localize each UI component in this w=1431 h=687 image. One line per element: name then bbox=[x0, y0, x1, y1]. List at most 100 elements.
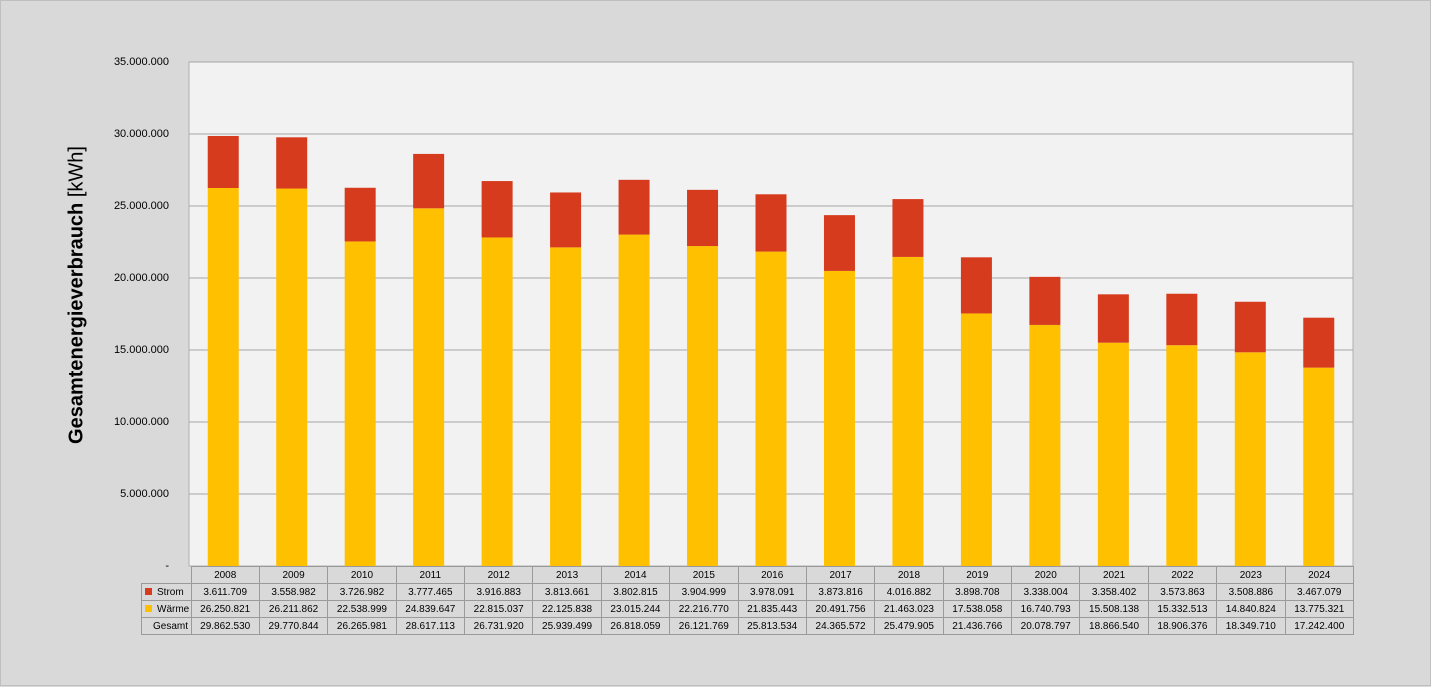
y-axis-label-main: Gesamtenergieverbrauch bbox=[65, 202, 88, 444]
bar-waerme-2023 bbox=[1234, 352, 1266, 566]
bar-strom-2013 bbox=[550, 192, 582, 248]
x-tick-label: 2019 bbox=[942, 566, 1013, 584]
bar-waerme-2009 bbox=[276, 188, 308, 566]
bar-strom-2008 bbox=[207, 135, 239, 188]
x-tick-label: 2008 bbox=[190, 566, 260, 584]
data-label: 26.731.920 bbox=[463, 617, 534, 635]
legend-label: Strom bbox=[157, 586, 184, 598]
data-label: 3.898.708 bbox=[942, 583, 1013, 601]
bar-strom-2022 bbox=[1166, 293, 1198, 346]
data-label: 3.726.982 bbox=[327, 583, 397, 601]
data-label: 21.436.766 bbox=[942, 617, 1013, 635]
bar-waerme-2018 bbox=[892, 256, 924, 566]
legend-swatch bbox=[145, 588, 152, 596]
x-tick-label: 2018 bbox=[874, 566, 944, 584]
bar-waerme-2010 bbox=[344, 241, 376, 566]
legend-label: Wärme bbox=[157, 603, 190, 615]
data-label: 3.904.999 bbox=[669, 583, 739, 601]
data-label: 21.835.443 bbox=[737, 600, 807, 618]
x-tick-label: 2022 bbox=[1147, 566, 1218, 584]
bar-strom-2020 bbox=[1029, 276, 1061, 325]
data-label: 26.250.821 bbox=[190, 600, 260, 618]
table-row-strom: Strom 3.611.709 3.558.982 3.726.982 3.777.46… bbox=[141, 583, 1354, 601]
bar-strom-2015 bbox=[687, 189, 719, 247]
bar-strom-2016 bbox=[755, 194, 787, 252]
data-label: 3.467.079 bbox=[1284, 583, 1354, 601]
data-label: 3.873.816 bbox=[805, 583, 876, 601]
bar-waerme-2019 bbox=[960, 313, 992, 566]
bar-waerme-2021 bbox=[1097, 342, 1129, 566]
data-label: 17.538.058 bbox=[942, 600, 1013, 618]
x-tick-label: 2014 bbox=[600, 566, 671, 584]
data-label: 3.558.982 bbox=[258, 583, 329, 601]
data-label: 26.265.981 bbox=[327, 617, 397, 635]
y-tick-label: 10.000.000 bbox=[113, 416, 169, 428]
bar-waerme-2012 bbox=[481, 237, 513, 566]
table-row-gesamt: Gesamt 29.862.530 29.770.844 26.265.981 28.6… bbox=[141, 617, 1354, 635]
data-label: 17.242.400 bbox=[1284, 617, 1354, 635]
data-label: 16.740.793 bbox=[1010, 600, 1081, 618]
data-label: 3.802.815 bbox=[600, 583, 671, 601]
data-label: 3.338.004 bbox=[1010, 583, 1081, 601]
data-label: 3.611.709 bbox=[190, 583, 260, 601]
total-label: Gesamt bbox=[141, 617, 192, 635]
data-label: 14.840.824 bbox=[1216, 600, 1286, 618]
bar-strom-2021 bbox=[1097, 294, 1129, 343]
legend-entry: Strom bbox=[141, 583, 192, 601]
y-tick-label: - bbox=[165, 560, 169, 572]
data-label: 18.866.540 bbox=[1079, 617, 1149, 635]
x-tick-label: 2023 bbox=[1216, 566, 1286, 584]
data-label: 24.365.572 bbox=[805, 617, 876, 635]
data-label: 22.125.838 bbox=[532, 600, 602, 618]
x-tick-label: 2012 bbox=[463, 566, 534, 584]
bar-strom-2014 bbox=[618, 179, 650, 235]
x-tick-label: 2017 bbox=[805, 566, 876, 584]
data-label: 25.479.905 bbox=[874, 617, 944, 635]
data-label: 18.349.710 bbox=[1216, 617, 1286, 635]
data-label: 22.216.770 bbox=[669, 600, 739, 618]
data-label: 3.573.863 bbox=[1147, 583, 1218, 601]
bar-waerme-2011 bbox=[413, 208, 445, 566]
data-label: 22.815.037 bbox=[463, 600, 534, 618]
data-table: 2008 2009 2010 2011 2012 2013 2014 2015 2016 2017… bbox=[141, 566, 1354, 635]
bar-strom-2011 bbox=[413, 153, 445, 209]
bar-waerme-2024 bbox=[1303, 367, 1335, 566]
bar-strom-2009 bbox=[276, 137, 308, 189]
x-tick-label: 2010 bbox=[327, 566, 397, 584]
data-label: 20.491.756 bbox=[805, 600, 876, 618]
data-label: 21.463.023 bbox=[874, 600, 944, 618]
bar-waerme-2015 bbox=[687, 246, 719, 567]
x-tick-label: 2011 bbox=[395, 566, 466, 584]
data-label: 3.508.886 bbox=[1216, 583, 1286, 601]
x-tick-label: 2013 bbox=[532, 566, 602, 584]
data-label: 15.508.138 bbox=[1079, 600, 1149, 618]
y-axis-label-unit: [kWh] bbox=[65, 146, 88, 198]
y-tick-label: 15.000.000 bbox=[113, 344, 169, 356]
x-tick-label: 2016 bbox=[737, 566, 807, 584]
bar-waerme-2017 bbox=[823, 270, 855, 566]
y-tick-label: 5.000.000 bbox=[120, 488, 169, 500]
bar-strom-2024 bbox=[1303, 317, 1335, 368]
data-label: 22.538.999 bbox=[327, 600, 397, 618]
data-label: 29.862.530 bbox=[190, 617, 260, 635]
data-label: 15.332.513 bbox=[1147, 600, 1218, 618]
table-header-row: 2008 2009 2010 2011 2012 2013 2014 2015 2016 2017… bbox=[141, 566, 1354, 584]
data-label: 4.016.882 bbox=[874, 583, 944, 601]
data-label: 18.906.376 bbox=[1147, 617, 1218, 635]
data-label: 28.617.113 bbox=[395, 617, 466, 635]
y-tick-label: 35.000.000 bbox=[113, 56, 169, 68]
data-label: 26.818.059 bbox=[600, 617, 671, 635]
bar-waerme-2016 bbox=[755, 251, 787, 566]
data-label: 3.358.402 bbox=[1079, 583, 1149, 601]
bar-waerme-2020 bbox=[1029, 324, 1061, 566]
data-label: 25.813.534 bbox=[737, 617, 807, 635]
data-label: 24.839.647 bbox=[395, 600, 466, 618]
legend-swatch bbox=[145, 605, 152, 613]
data-label: 3.777.465 bbox=[395, 583, 466, 601]
bars bbox=[207, 135, 1335, 567]
data-label: 26.211.862 bbox=[258, 600, 329, 618]
x-tick-label: 2021 bbox=[1079, 566, 1149, 584]
x-tick-label: 2024 bbox=[1284, 566, 1354, 584]
